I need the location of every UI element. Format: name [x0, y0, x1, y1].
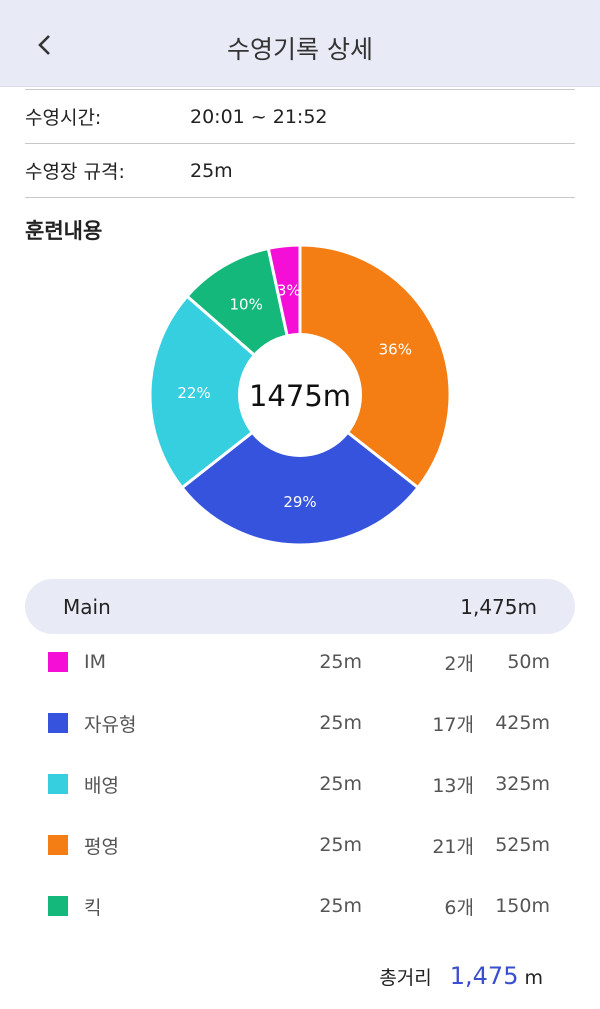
item-name: 자유형	[84, 713, 137, 736]
item-pool: 25m	[319, 712, 362, 734]
slice-label: 3%	[277, 282, 301, 300]
total-value: 1,475	[449, 962, 519, 990]
info-label: 수영시간:	[25, 107, 102, 129]
item-count: 21개	[432, 835, 474, 858]
total-unit: m	[524, 967, 543, 989]
main-label: Main	[63, 594, 111, 619]
color-swatch	[48, 896, 68, 916]
main-summary-bar: Main 1,475m	[25, 579, 575, 634]
item-pool: 25m	[319, 895, 362, 917]
donut-hole	[238, 333, 362, 457]
info-value: 25m	[190, 159, 233, 182]
donut-chart: 36% 29% 22% 10% 3% 1475m	[148, 243, 452, 547]
item-count: 6개	[444, 896, 474, 919]
item-count: 13개	[432, 774, 474, 797]
app-header: 수영기록 상세	[0, 0, 600, 87]
chevron-left-icon	[38, 35, 50, 55]
list-item: 배영 25m 13개 325m	[48, 764, 550, 804]
item-distance: 425m	[495, 712, 550, 734]
item-name: 배영	[84, 774, 119, 797]
item-pool: 25m	[319, 773, 362, 795]
item-pool: 25m	[319, 834, 362, 856]
list-item: IM 25m 2개 50m	[48, 642, 550, 682]
total-distance: 총거리 1,475 m	[379, 962, 543, 990]
pie-slice-자유형	[179, 393, 421, 547]
item-distance: 50m	[507, 651, 550, 673]
color-swatch	[48, 835, 68, 855]
color-swatch	[48, 652, 68, 672]
item-pool: 25m	[319, 651, 362, 673]
section-title: 훈련내용	[25, 219, 103, 243]
page-title: 수영기록 상세	[227, 35, 373, 64]
main-total: 1,475m	[460, 594, 537, 619]
list-item: 평영 25m 21개 525m	[48, 825, 550, 865]
pie-slice-배영	[148, 294, 303, 490]
slice-label: 22%	[177, 384, 210, 402]
info-label: 수영장 규격:	[25, 161, 125, 183]
item-name: IM	[84, 651, 106, 673]
list-item: 자유형 25m 17개 425m	[48, 703, 550, 743]
info-value: 20:01 ~ 21:52	[190, 105, 328, 128]
info-row-pool: 수영장 규격: 25m	[25, 143, 575, 197]
info-row-time: 수영시간: 20:01 ~ 21:52	[25, 89, 575, 143]
center-label: 1475m	[249, 379, 351, 413]
item-count: 17개	[432, 713, 474, 736]
total-label: 총거리	[379, 967, 432, 989]
back-button[interactable]	[28, 28, 62, 62]
pie-slice-평영	[298, 243, 452, 490]
list-item: 킥 25m 6개 150m	[48, 886, 550, 926]
color-swatch	[48, 713, 68, 733]
slice-label: 36%	[379, 341, 412, 359]
item-distance: 525m	[495, 834, 550, 856]
item-distance: 150m	[495, 895, 550, 917]
color-swatch	[48, 774, 68, 794]
divider	[25, 197, 575, 198]
item-distance: 325m	[495, 773, 550, 795]
slice-label: 29%	[283, 493, 316, 511]
item-count: 2개	[444, 652, 474, 675]
slice-label: 10%	[230, 296, 263, 314]
item-name: 평영	[84, 835, 119, 858]
item-name: 킥	[84, 896, 102, 919]
